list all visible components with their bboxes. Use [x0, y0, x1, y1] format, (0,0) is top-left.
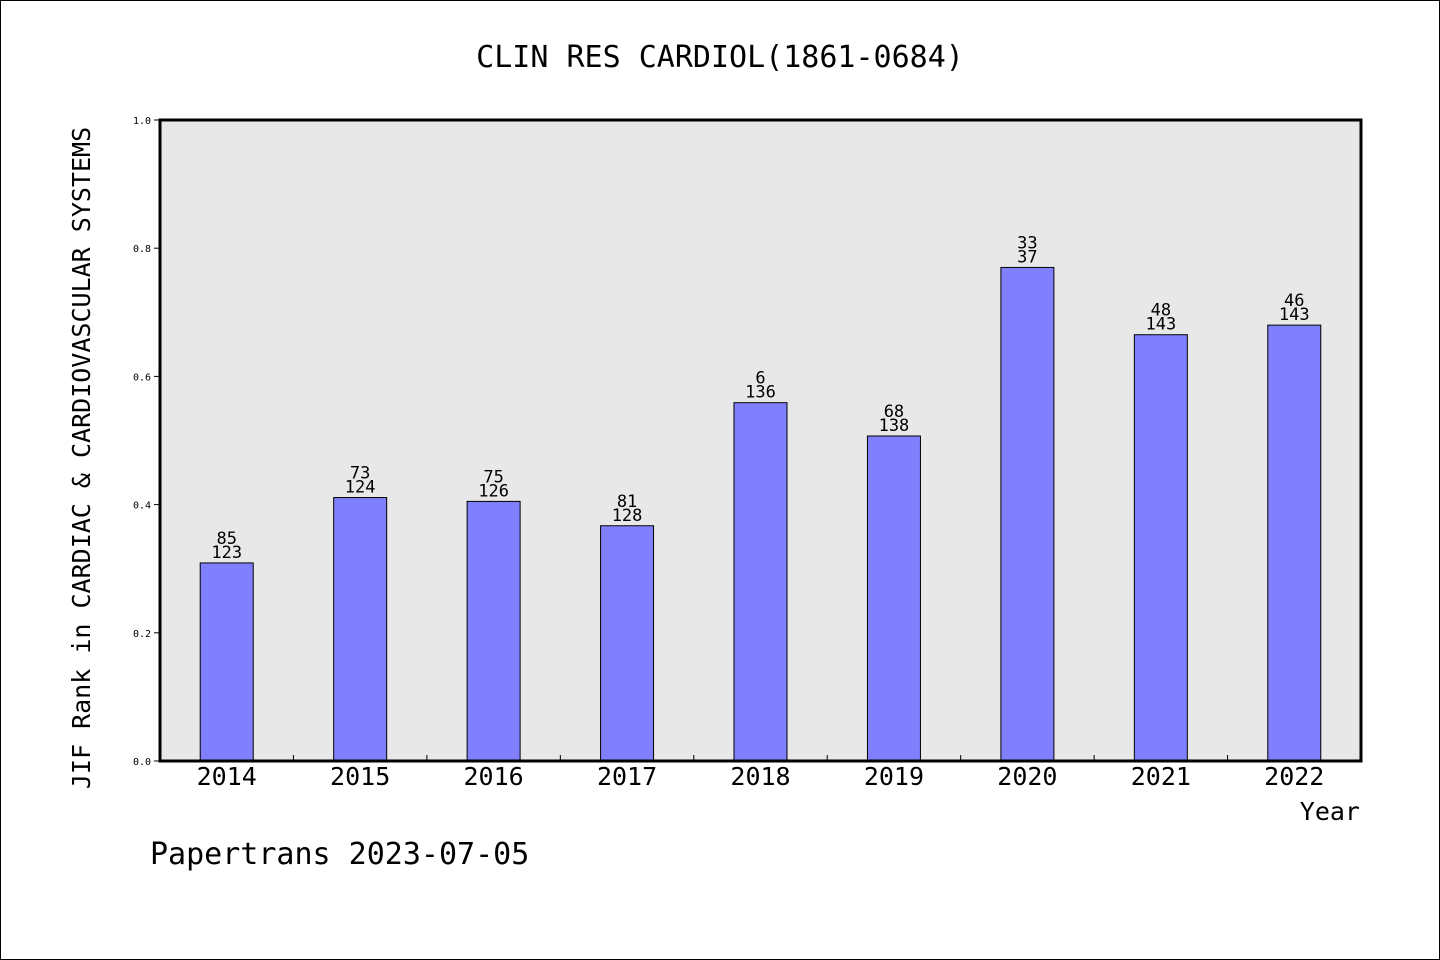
- y-tick-label: 0.4: [133, 501, 151, 512]
- bar-label-bottom-2015: 124: [345, 478, 376, 498]
- bar-label-bottom-2022: 143: [1279, 305, 1310, 325]
- bar-label-top-2014: 85: [216, 529, 236, 549]
- y-tick-label: 0.6: [133, 372, 151, 383]
- bar-label-bottom-2014: 123: [211, 543, 242, 563]
- bar-label-top-2020: 33: [1017, 233, 1037, 253]
- bar-label-bottom-2021: 143: [1145, 315, 1176, 335]
- bar-label-bottom-2016: 126: [478, 481, 509, 501]
- bar-label-top-2019: 68: [884, 402, 904, 422]
- bar-label-top-2021: 48: [1151, 301, 1171, 321]
- bars-group: 8512373124751268112861366813833374814346…: [199, 233, 1322, 762]
- bar-2016: [466, 500, 521, 762]
- bar-label-top-2018: 6: [755, 369, 765, 389]
- bar-2015: [333, 497, 388, 762]
- bar-label-bottom-2020: 37: [1017, 247, 1037, 267]
- x-tick-label-2017: 2017: [597, 762, 657, 791]
- bar-label-bottom-2019: 138: [879, 416, 910, 436]
- x-tick-label-2018: 2018: [730, 762, 790, 791]
- footer-credit: Papertrans 2023-07-05: [150, 837, 529, 872]
- y-axis-label: JIF Rank in CARDIAC & CARDIOVASCULAR SYS…: [67, 127, 96, 789]
- x-tick-label-2022: 2022: [1264, 762, 1324, 791]
- bar-2022: [1267, 324, 1322, 762]
- x-tick-label-2021: 2021: [1131, 762, 1191, 791]
- chart-title: CLIN RES CARDIOL(1861-0684): [476, 40, 964, 75]
- y-tick-label: 0.8: [133, 244, 151, 255]
- x-tick-label-2019: 2019: [864, 762, 924, 791]
- x-tick-label-2014: 2014: [197, 762, 257, 791]
- plot-frame: [158, 118, 1363, 763]
- bar-2019: [866, 435, 921, 762]
- bar-2017: [600, 525, 655, 762]
- y-tick-label: 0.0: [133, 757, 151, 768]
- bar-label-top-2015: 73: [350, 464, 370, 484]
- bar-label-top-2016: 75: [483, 467, 503, 487]
- bar-label-bottom-2017: 128: [612, 506, 643, 526]
- x-tick-label-2016: 2016: [464, 762, 524, 791]
- x-axis-label: Year: [1300, 797, 1360, 826]
- bar-2020: [1000, 266, 1055, 762]
- x-axis: 2014 2015 2016 2017 2018 2019 2020 2021 2022: [197, 755, 1324, 791]
- y-tick-label: 1.0: [133, 116, 151, 127]
- x-tick-label-2020: 2020: [997, 762, 1057, 791]
- bar-label-bottom-2018: 136: [745, 383, 776, 403]
- bar-label-top-2017: 81: [617, 492, 637, 512]
- bar-2014: [199, 562, 254, 762]
- bar-2021: [1133, 334, 1188, 762]
- x-tick-label-2015: 2015: [330, 762, 390, 791]
- bar-2018: [733, 402, 788, 762]
- bar-label-top-2022: 46: [1284, 291, 1304, 311]
- y-tick-label: 0.2: [133, 629, 151, 640]
